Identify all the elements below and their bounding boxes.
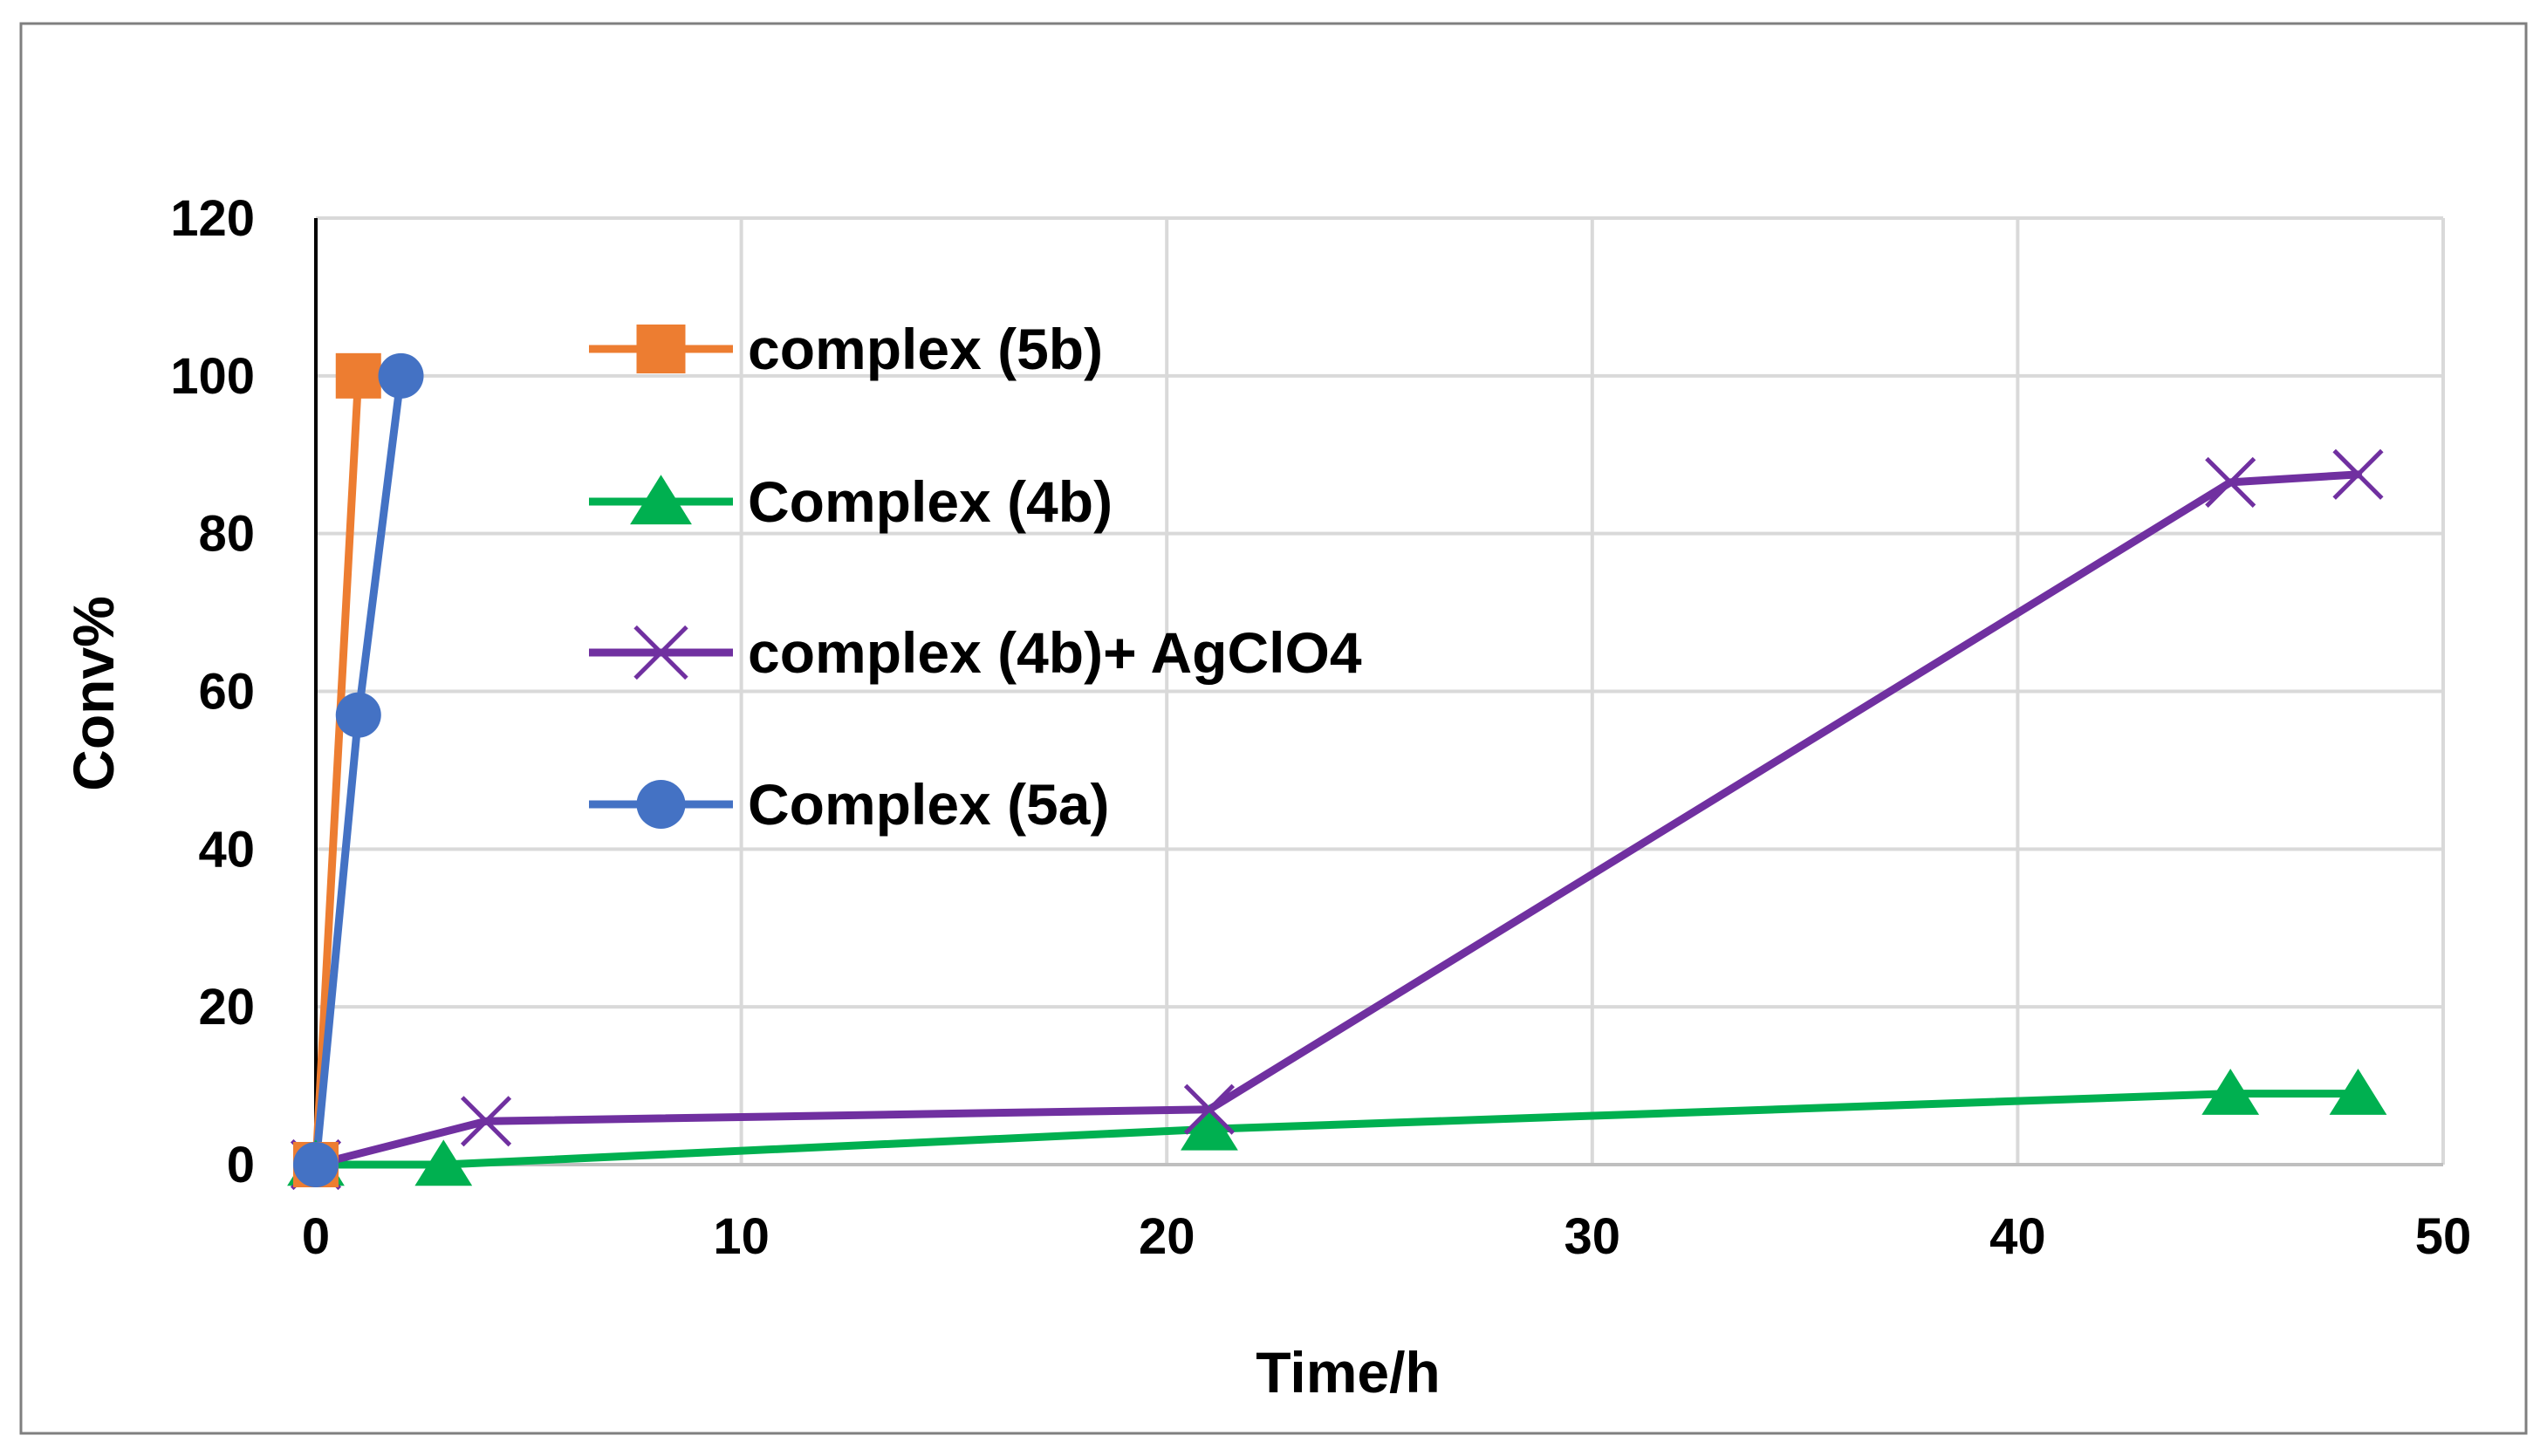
data-point [1181,1104,1238,1151]
x-tick-label: 20 [1139,1208,1195,1265]
legend-label: Complex (4b) [748,469,1113,534]
x-tick-label: 30 [1564,1208,1621,1265]
y-tick-label: 20 [198,979,255,1036]
data-point [460,1096,512,1147]
legend-swatch-marker [630,475,692,525]
x-tick-label: 50 [2415,1208,2472,1265]
legend-swatch-marker-stroke [633,625,688,680]
legend-item: Complex (4b) [589,469,1113,534]
axes: 0 20 40 60 80 100 120 0 10 20 30 40 50 [170,190,2471,1265]
series-line [312,372,363,1169]
y-tick-label: 60 [198,664,255,721]
data-point [293,1142,339,1187]
y-tick-label: 40 [198,821,255,878]
series-markers [287,352,2387,1191]
data-point-stroke [2332,448,2384,500]
y-tick-label: 100 [170,348,255,405]
legend-item: Complex (5a) [589,772,1109,837]
data-point [2205,456,2256,508]
legend-label: complex (4b)+ AgClO4 [748,620,1362,685]
legend-item: complex (4b)+ AgClO4 [589,620,1362,685]
y-axis-title: Conv% [61,596,126,791]
legend-swatch-marker [636,325,686,373]
x-tick-label: 10 [713,1208,770,1265]
legend-item: complex (5b) [589,317,1103,381]
x-tick-label: 0 [302,1208,330,1265]
y-tick-label: 80 [198,506,255,563]
data-point-stroke [460,1096,512,1147]
x-tick-label: 40 [1989,1208,2046,1265]
y-tick-label: 120 [170,190,255,247]
data-point [2332,448,2384,500]
data-point [335,692,381,738]
legend-label: complex (5b) [748,317,1103,381]
data-point [2329,1069,2387,1115]
data-point [2201,1069,2260,1115]
data-point-stroke [2205,456,2256,508]
chart-frame [19,22,2528,1435]
legend: complex (5b) Complex (4b) complex (4b)+ Ag… [589,317,1362,837]
y-tick-label: 0 [227,1137,255,1193]
data-point [1183,1083,1236,1135]
data-point [335,352,381,399]
x-axis-title: Time/h [1256,1340,1441,1405]
legend-label: Complex (5a) [748,772,1109,837]
data-point-stroke [1183,1083,1236,1135]
legend-swatch-marker [633,625,688,680]
data-point [414,1139,473,1186]
legend-swatch-marker [636,780,686,829]
gridlines [316,216,2445,1166]
data-point [378,352,424,399]
